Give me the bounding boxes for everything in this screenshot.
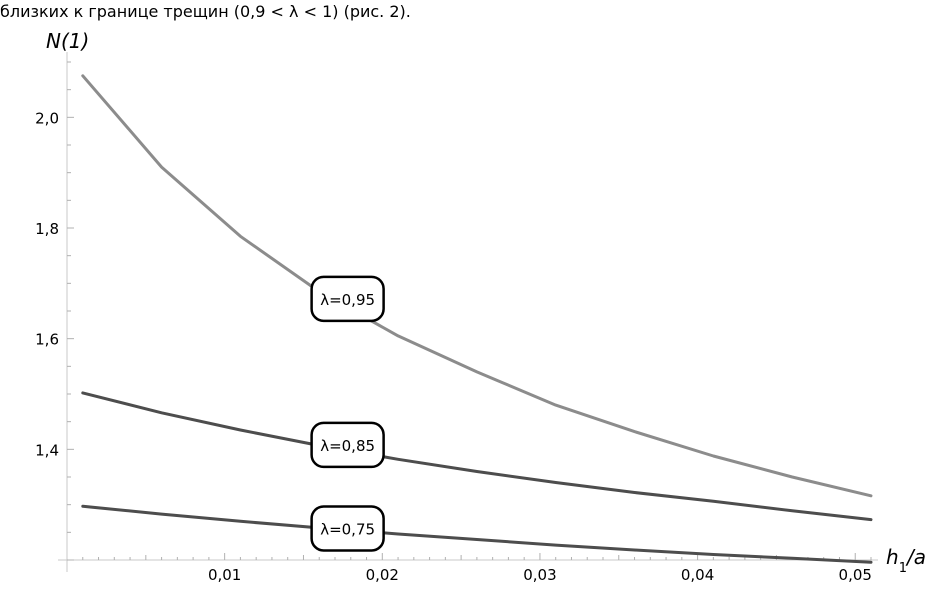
y-tick-label: 1,6 xyxy=(35,331,59,349)
axes: 1,4 1,6 1,8 2,0 0,01 0,02 0,03 0,04 0,05 N(1) h1/a xyxy=(35,29,926,584)
caption-text: близких к границе трещин (0,9 < λ < 1) (… xyxy=(0,2,411,21)
series-line-2 xyxy=(81,504,873,564)
series-label-text: λ=0,95 xyxy=(320,291,375,309)
series-label-box xyxy=(310,421,385,469)
y-tick-label: 1,4 xyxy=(35,441,59,459)
x-tick-label: 0,04 xyxy=(681,566,714,584)
series-layer xyxy=(81,74,873,564)
series-label-0: λ=0,95 xyxy=(310,275,385,323)
series-labels-layer: λ=0,95 λ=0,85 λ=0,75 xyxy=(310,275,385,552)
series-label-text: λ=0,85 xyxy=(320,437,375,455)
series-label-box xyxy=(310,275,385,323)
x-axis-label: h1/a xyxy=(886,545,926,576)
series-line-1 xyxy=(81,391,873,522)
x-tick-label: 0,05 xyxy=(839,566,872,584)
series-label-1: λ=0,85 xyxy=(310,421,385,469)
x-tick-label: 0,02 xyxy=(366,566,399,584)
x-tick-label: 0,01 xyxy=(208,566,241,584)
series-label-text: λ=0,75 xyxy=(320,520,375,538)
y-tick-label: 2,0 xyxy=(35,109,59,127)
series-line-0 xyxy=(81,74,873,498)
series-label-box xyxy=(310,505,385,552)
y-tick-label: 1,8 xyxy=(35,220,59,238)
series-label-2: λ=0,75 xyxy=(310,505,385,552)
x-tick-label: 0,03 xyxy=(523,566,556,584)
y-axis-label: N(1) xyxy=(46,29,89,53)
